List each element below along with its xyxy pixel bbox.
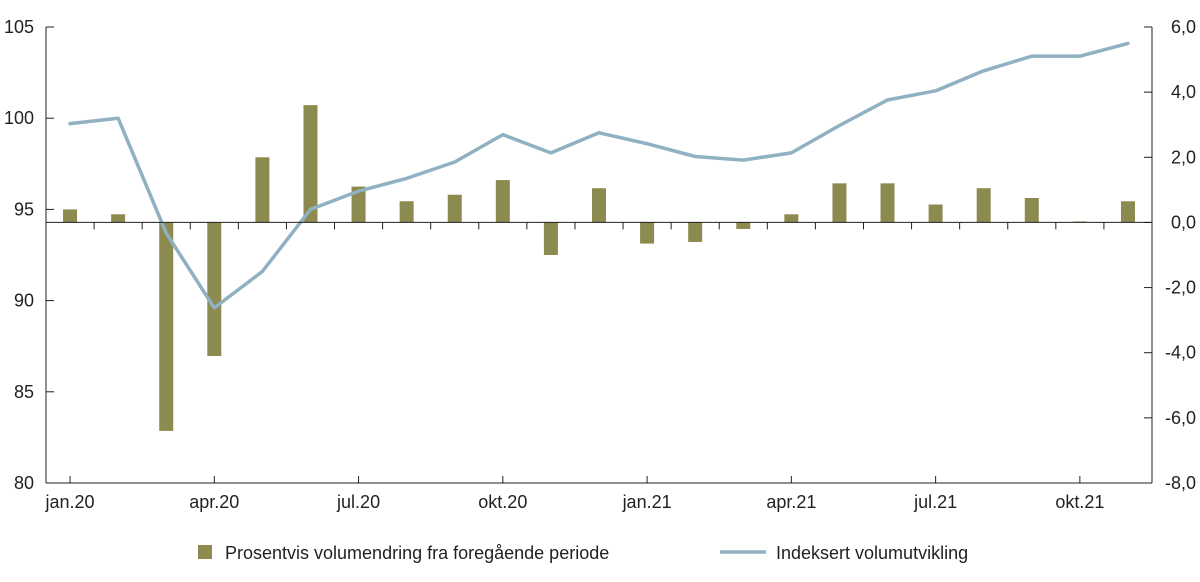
right-tick-label: 2,0	[1171, 147, 1196, 167]
axes	[45, 26, 1153, 484]
right-tick-label: 4,0	[1171, 82, 1196, 102]
legend-label-line: Indeksert volumutvikling	[776, 543, 968, 563]
left-tick-label: 80	[14, 473, 34, 493]
bar	[111, 214, 126, 223]
bar	[303, 105, 318, 223]
bar	[207, 222, 222, 356]
bar	[1120, 201, 1135, 223]
tick-labels: 80 85 90 95 100 105 -8,0 -6,0 -4,0 -2,0 0,0 2,0 4,0 6…	[4, 17, 1196, 512]
bar	[688, 222, 703, 242]
bar	[447, 194, 462, 223]
x-tick-label: okt.21	[1055, 492, 1104, 512]
left-tick-label: 90	[14, 291, 34, 311]
right-tick-label: -6,0	[1165, 408, 1196, 428]
bar	[399, 201, 414, 223]
right-tick-label: 6,0	[1171, 17, 1196, 37]
left-tick-label: 95	[14, 199, 34, 219]
legend-swatch-bar	[198, 545, 212, 559]
right-tick-label: 0,0	[1171, 212, 1196, 232]
bar	[495, 180, 510, 223]
bar	[592, 188, 606, 223]
bar-series	[63, 105, 1135, 431]
x-tick-label: jan.21	[622, 492, 672, 512]
bar	[832, 183, 847, 223]
bar	[543, 222, 558, 255]
bar	[976, 188, 991, 223]
bar	[1024, 198, 1039, 223]
right-tick-label: -4,0	[1165, 343, 1196, 363]
x-tick-label: jul.20	[336, 492, 380, 512]
legend: Prosentvis volumendring fra foregående p…	[198, 543, 968, 563]
line-series	[68, 41, 1130, 310]
x-tick-label: apr.21	[766, 492, 816, 512]
bar	[784, 214, 799, 223]
x-tick-label: jan.20	[45, 492, 95, 512]
bar	[351, 186, 366, 223]
right-tick-label: -2,0	[1165, 278, 1196, 298]
bar	[640, 222, 655, 244]
left-tick-label: 100	[4, 108, 34, 128]
left-tick-label: 105	[4, 17, 34, 37]
bar	[159, 222, 174, 431]
bar	[736, 222, 751, 229]
right-tick-label: -8,0	[1165, 473, 1196, 493]
bar	[928, 204, 943, 223]
bar	[63, 209, 78, 223]
x-tick-label: okt.20	[478, 492, 527, 512]
x-tick-label: jul.21	[913, 492, 957, 512]
left-tick-label: 85	[14, 382, 34, 402]
series-line	[68, 41, 1130, 310]
bar	[880, 183, 895, 223]
x-tick-label: apr.20	[189, 492, 239, 512]
legend-label-bar: Prosentvis volumendring fra foregående p…	[225, 543, 609, 563]
bar	[255, 157, 270, 223]
